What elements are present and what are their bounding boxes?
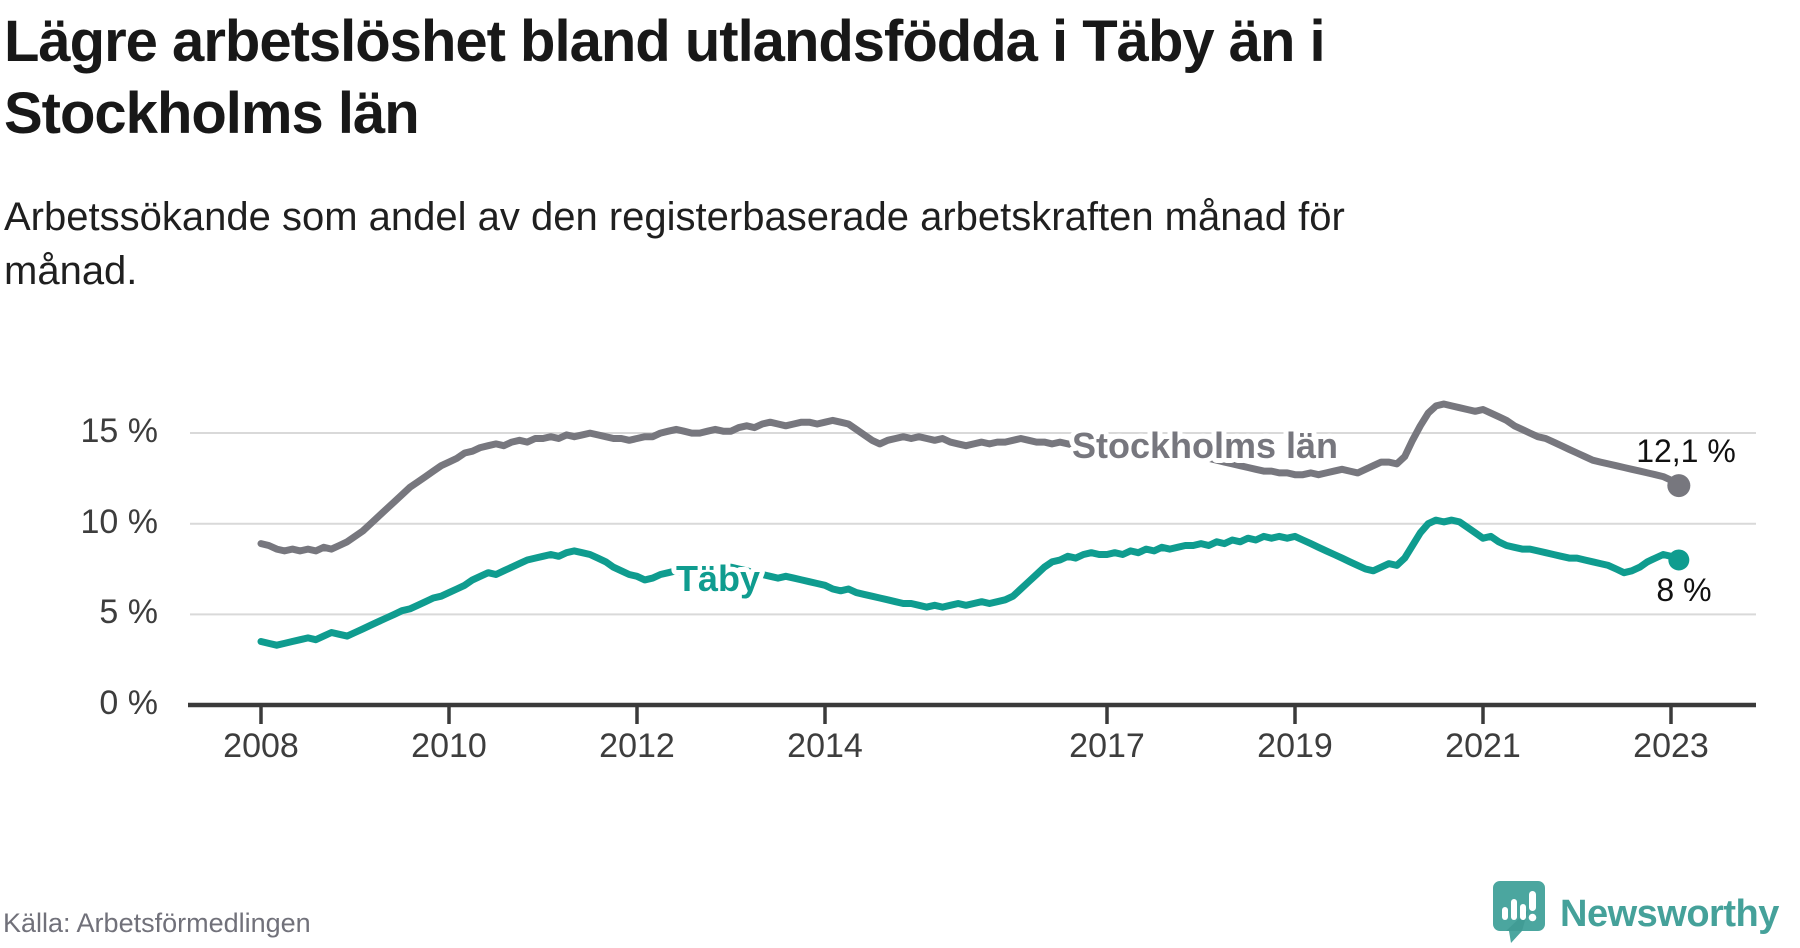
end-value-label-taby: 8 % [1656, 572, 1711, 608]
x-axis-label-2023: 2023 [1633, 727, 1709, 765]
y-axis-label-10: 10 % [80, 502, 159, 541]
y-axis-label-0: 0 % [99, 683, 158, 722]
chart-title: Lägre arbetslöshet bland utlandsfödda i … [4, 6, 1784, 150]
newsworthy-brand: Newsworthy [1492, 880, 1779, 944]
series-end-dot-stockholms-lan [1667, 474, 1691, 498]
end-value-label-stockholms-lan: 12,1 % [1636, 433, 1736, 469]
x-axis-label-2017: 2017 [1069, 727, 1145, 765]
x-axis-label-2021: 2021 [1445, 727, 1521, 765]
chart-subtitle-line1: Arbetssökande som andel av den registerb… [4, 195, 1345, 239]
x-axis-label-2010: 2010 [411, 727, 487, 765]
x-axis-label-2019: 2019 [1257, 727, 1333, 765]
bar-1 [1502, 907, 1508, 920]
newsworthy-brand-text: Newsworthy [1560, 892, 1779, 935]
bar-3 [1520, 904, 1526, 920]
series-label-stockholms-lan: Stockholms län [1072, 425, 1338, 466]
source-note: Källa: Arbetsförmedlingen [3, 908, 311, 938]
y-axis-label-5: 5 % [99, 593, 158, 632]
speech-bubble-shape [1493, 881, 1545, 943]
exclamation-dot [1528, 913, 1537, 922]
x-axis-label-2014: 2014 [787, 727, 863, 765]
bar-2 [1511, 899, 1517, 920]
chart-subtitle: Arbetssökande som andel av den registerb… [4, 190, 1764, 298]
x-axis-label-2012: 2012 [599, 727, 675, 765]
series-label-taby: Täby [676, 558, 760, 599]
chart-title-line1: Lägre arbetslöshet bland utlandsfödda i … [4, 9, 1326, 74]
newsworthy-logo-icon [1493, 881, 1545, 943]
series-line-stockholms-lan [257, 400, 1683, 555]
series-end-dot-taby [1668, 549, 1690, 571]
x-axis-label-2008: 2008 [223, 727, 299, 765]
chart-subtitle-line2: månad. [4, 249, 138, 293]
exclamation-bar [1529, 891, 1536, 911]
chart-title-line2: Stockholms län [4, 81, 420, 146]
y-axis-label-15: 15 % [80, 411, 159, 450]
series-line-taby [257, 516, 1683, 649]
